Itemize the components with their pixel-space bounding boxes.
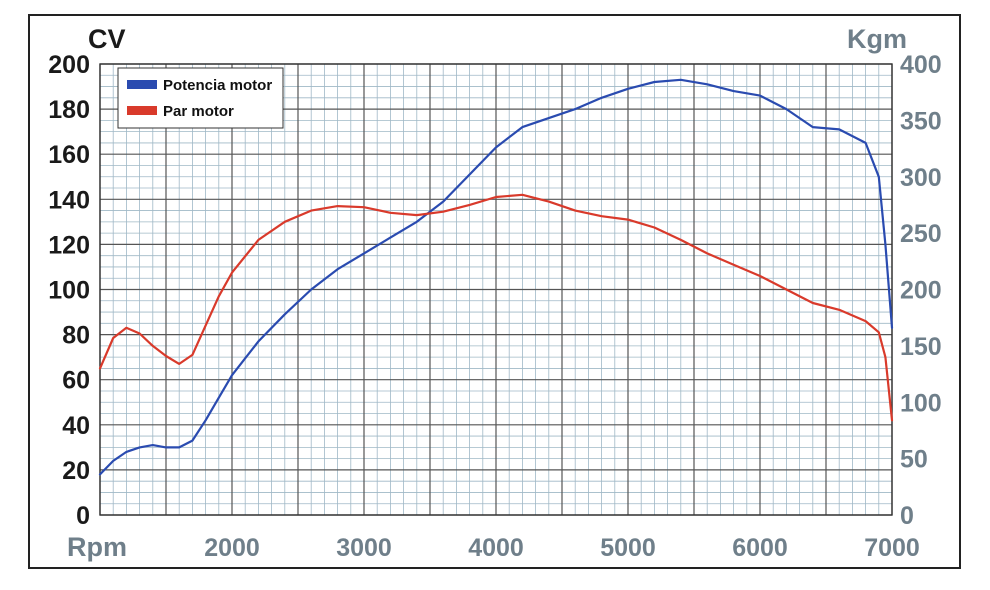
left-tick-label: 120 <box>48 231 90 259</box>
x-tick-label: 3000 <box>336 534 392 562</box>
chart-frame: 0 20 40 60 80 100 120 140 160 180 200 0 50 100 150 200… <box>28 14 961 569</box>
left-tick-label: 0 <box>76 502 90 530</box>
right-tick-label: 250 <box>900 220 942 248</box>
right-tick-label: 150 <box>900 333 942 361</box>
left-tick-label: 40 <box>62 412 90 440</box>
legend-box <box>117 67 284 129</box>
left-axis-ticks: 0 20 40 60 80 100 120 140 160 180 200 <box>48 51 90 530</box>
left-axis-title: CV <box>88 24 126 54</box>
legend-label-par: Par motor <box>163 103 234 120</box>
x-tick-label: 7000 <box>864 534 920 562</box>
right-tick-label: 300 <box>900 164 942 192</box>
legend: Potencia motor Par motor <box>117 67 284 129</box>
legend-swatch-potencia <box>127 80 157 89</box>
x-tick-label: 4000 <box>468 534 524 562</box>
right-tick-label: 50 <box>900 446 928 474</box>
right-axis-ticks: 0 50 100 150 200 250 300 350 400 <box>900 51 942 530</box>
right-tick-label: 100 <box>900 389 942 417</box>
x-tick-label: 5000 <box>600 534 656 562</box>
x-axis-title: Rpm <box>67 532 127 562</box>
major-grid <box>99 63 893 516</box>
series-line-potencia-motor <box>98 78 894 476</box>
left-tick-label: 140 <box>48 186 90 214</box>
right-tick-label: 200 <box>900 277 942 305</box>
left-tick-label: 20 <box>62 457 90 485</box>
left-tick-label: 100 <box>48 277 90 305</box>
right-tick-label: 0 <box>900 502 914 530</box>
x-tick-label: 2000 <box>204 534 260 562</box>
series-line-par-motor <box>98 193 894 422</box>
right-tick-label: 350 <box>900 107 942 135</box>
chart-canvas: 0 20 40 60 80 100 120 140 160 180 200 0 50 100 150 200… <box>48 24 942 562</box>
left-tick-label: 80 <box>62 322 90 350</box>
right-axis-title: Kgm <box>847 24 907 54</box>
x-tick-label: 6000 <box>732 534 788 562</box>
plot-area-border <box>99 63 893 516</box>
left-tick-label: 160 <box>48 141 90 169</box>
left-tick-label: 60 <box>62 367 90 395</box>
legend-swatch-par <box>127 106 157 115</box>
legend-label-potencia: Potencia motor <box>163 77 272 94</box>
left-tick-label: 180 <box>48 96 90 124</box>
right-tick-label: 400 <box>900 51 942 79</box>
left-tick-label: 200 <box>48 51 90 79</box>
x-axis-ticks: 2000 3000 4000 5000 6000 7000 <box>204 534 920 562</box>
series-lines <box>98 78 894 476</box>
